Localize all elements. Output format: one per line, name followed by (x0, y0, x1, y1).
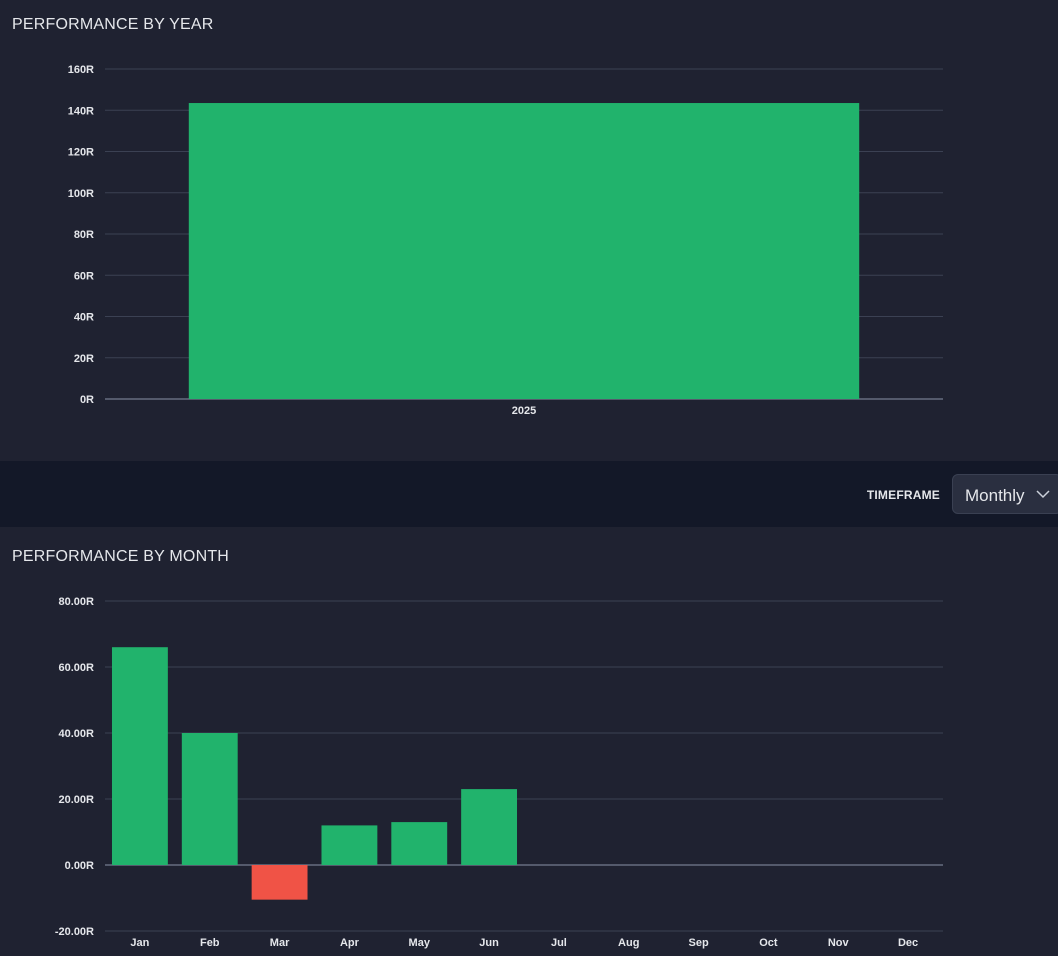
month-x-tick-label: Apr (340, 937, 360, 949)
year-y-tick-label: 140R (68, 105, 94, 117)
year-y-tick-label: 20R (74, 353, 94, 365)
yearly-chart: 0R 20R 40R 60R 80R 100R 120R 140R 160R 2025 (68, 64, 943, 417)
yearly-chart-title: PERFORMANCE BY YEAR (12, 16, 214, 33)
month-bar-jun[interactable] (461, 789, 518, 865)
timeframe-label: TIMEFRAME (866, 488, 940, 502)
year-y-tick-label: 0R (80, 394, 94, 406)
monthly-chart: -20.00R 0.00R 20.00R 40.00R 60.00R 80.00R Jan F… (55, 596, 943, 949)
month-x-tick-label: Jun (479, 937, 499, 949)
timeframe-toolbar: TIMEFRAME Monthly (0, 461, 1058, 527)
timeframe-selected-value: Monthly (965, 486, 1025, 505)
month-bar-feb[interactable] (181, 733, 238, 865)
month-x-tick-label: May (409, 937, 431, 949)
year-bar-2025[interactable] (188, 103, 860, 399)
month-x-tick-label: Dec (898, 937, 918, 949)
timeframe-select[interactable]: Monthly (952, 474, 1058, 514)
year-y-tick-label: 80R (74, 229, 94, 241)
month-bar-apr[interactable] (321, 825, 378, 865)
month-x-tick-label: Aug (618, 937, 639, 949)
month-y-tick-label: 40.00R (59, 728, 95, 740)
month-x-tick-label: Jan (130, 937, 149, 949)
month-y-tick-label: 0.00R (65, 860, 94, 872)
year-y-tick-label: 60R (74, 270, 94, 282)
year-y-tick-label: 100R (68, 188, 94, 200)
month-y-tick-label: 60.00R (59, 662, 95, 674)
monthly-performance-panel: PERFORMANCE BY MONTH -20.00R 0.00R 20.00R 4… (0, 527, 1058, 956)
month-y-tick-label: -20.00R (55, 926, 94, 938)
month-x-tick-label: Nov (828, 937, 850, 949)
year-y-tick-label: 40R (74, 312, 94, 324)
month-x-tick-label: Feb (200, 937, 220, 949)
month-x-tick-label: Mar (270, 937, 290, 949)
month-x-tick-label: Sep (688, 937, 708, 949)
month-bar-may[interactable] (391, 822, 448, 865)
month-y-tick-label: 80.00R (59, 596, 95, 608)
month-bar-mar[interactable] (251, 865, 308, 900)
month-bar-jan[interactable] (111, 647, 168, 865)
yearly-performance-panel: PERFORMANCE BY YEAR 0R 20R 40R 60R 80R 100R 12… (0, 0, 1058, 461)
year-x-tick-label: 2025 (512, 405, 536, 417)
month-x-tick-label: Jul (551, 937, 567, 949)
monthly-chart-title: PERFORMANCE BY MONTH (12, 548, 230, 565)
year-y-tick-label: 120R (68, 147, 94, 159)
month-x-tick-label: Oct (759, 937, 778, 949)
month-y-tick-label: 20.00R (59, 794, 95, 806)
year-y-tick-label: 160R (68, 64, 94, 76)
chevron-down-icon (1036, 490, 1050, 499)
